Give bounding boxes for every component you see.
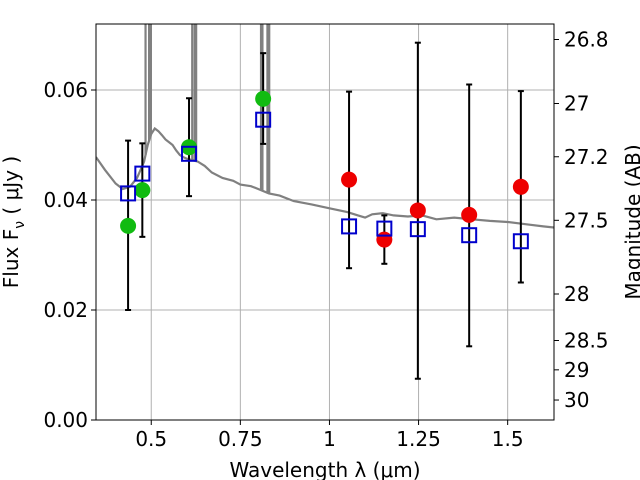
y-axis-label-sub: ν <box>12 221 28 229</box>
plot-frame <box>95 23 555 421</box>
red-data-point <box>341 171 358 188</box>
grid <box>96 24 554 421</box>
model-square-point <box>341 218 358 235</box>
y2-tick-label: 28.5 <box>564 329 609 353</box>
spectrum-line <box>96 126 554 229</box>
red-data-point <box>376 231 393 248</box>
y-tick-label: 0.02 <box>43 298 88 322</box>
y-tick-label: 0.06 <box>43 78 88 102</box>
y2-tick-label: 29 <box>564 358 589 382</box>
y2-tick-label: 27 <box>564 92 589 116</box>
red-data-point <box>461 206 478 223</box>
y2-tick-label: 27.2 <box>564 145 609 169</box>
model-spectrum <box>96 24 554 229</box>
x-axis-label: Wavelength λ (μm) <box>229 458 420 480</box>
y2-tick-label: 30 <box>564 388 589 412</box>
x-tick-label: 1.25 <box>396 427 441 451</box>
y2-tick-label: 26.8 <box>564 27 609 51</box>
y-axis-label-unit: ( μJy ) <box>0 156 23 221</box>
model-square-point <box>376 220 393 237</box>
model-square-point <box>181 145 198 162</box>
data-points <box>120 41 529 380</box>
y2-axis-ticks: 26.8 27 27.2 27.5 28 28.5 29 30 <box>554 27 609 412</box>
model-square-point <box>134 165 151 182</box>
green-data-point <box>255 90 272 107</box>
model-square-point <box>255 111 272 128</box>
model-square-point <box>120 185 137 202</box>
y-axis-ticks: 0.00 0.02 0.04 0.06 <box>43 78 96 432</box>
x-tick-label: 1.5 <box>492 427 524 451</box>
model-square-point <box>461 227 478 244</box>
x-axis-ticks: 0.5 0.75 1 1.25 1.5 <box>135 420 524 451</box>
y-tick-label: 0.00 <box>43 408 88 432</box>
model-square-point <box>409 221 426 238</box>
x-tick-label: 0.5 <box>135 427 167 451</box>
y-tick-label: 0.04 <box>43 188 88 212</box>
x-tick-label: 0.75 <box>218 427 263 451</box>
red-data-point <box>409 202 426 219</box>
x-tick-label: 1 <box>323 427 336 451</box>
green-data-point <box>134 182 151 199</box>
y-axis-label-main: Flux F <box>0 229 23 288</box>
green-data-point <box>120 217 137 234</box>
red-data-point <box>512 178 529 195</box>
model-square-point <box>512 233 529 250</box>
y2-tick-label: 27.5 <box>564 208 609 232</box>
y2-tick-label: 28 <box>564 282 589 306</box>
y-axis-label: Flux Fν ( μJy ) <box>0 156 28 288</box>
y2-axis-label: Magnitude (AB) <box>621 144 640 299</box>
